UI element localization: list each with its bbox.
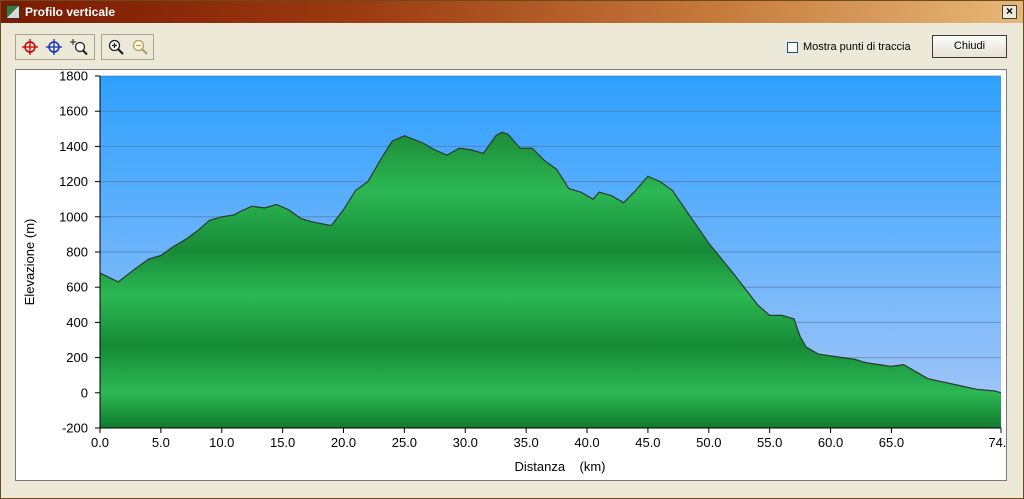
blue-crosshair-button[interactable] — [43, 37, 65, 57]
y-tick-label: 400 — [66, 315, 88, 330]
pointer-tool-group — [15, 34, 95, 60]
elevation-area — [100, 132, 1001, 429]
app-icon — [6, 5, 20, 19]
red-crosshair-icon — [22, 39, 38, 55]
x-tick-label: 10.0 — [209, 435, 234, 450]
x-tick-label: 74.0 — [988, 435, 1006, 450]
red-crosshair-button[interactable] — [19, 37, 41, 57]
zoom-select-button[interactable] — [68, 37, 90, 57]
show-track-points-option[interactable]: Mostra punti di traccia — [787, 41, 911, 53]
x-tick-label: 0.0 — [91, 435, 109, 450]
zoom-in-icon — [108, 39, 124, 55]
zoom-out-button[interactable] — [129, 37, 151, 57]
x-tick-label: 5.0 — [152, 435, 170, 450]
y-tick-label: 800 — [66, 245, 88, 260]
y-tick-label: 200 — [66, 350, 88, 365]
x-tick-label: 15.0 — [270, 435, 295, 450]
y-tick-label: 1800 — [59, 70, 88, 84]
x-tick-label: 55.0 — [757, 435, 782, 450]
y-tick-label: 1000 — [59, 209, 88, 224]
close-button[interactable]: Chiudi — [932, 35, 1007, 58]
window-title: Profilo verticale — [25, 5, 116, 19]
y-tick-label: 1400 — [59, 139, 88, 154]
zoom-out-icon — [132, 39, 148, 55]
x-tick-label: 25.0 — [392, 435, 417, 450]
x-tick-label: 50.0 — [696, 435, 721, 450]
show-track-points-label: Mostra punti di traccia — [803, 41, 911, 53]
zoom-tool-group — [101, 34, 154, 60]
zoom-select-icon — [70, 39, 88, 56]
plot-frame: 1800 1600 1400 1200 1000 800 600 400 200 0 -200 0.… — [15, 69, 1014, 481]
x-tick-label: 65.0 — [879, 435, 904, 450]
y-axis-label: Elevazione (m) — [22, 219, 37, 306]
y-tick-label: 0 — [81, 385, 88, 400]
show-track-points-checkbox[interactable] — [787, 41, 798, 53]
x-tick-label: 45.0 — [635, 435, 660, 450]
x-axis-ticks: 0.0 5.0 10.0 15.0 20.0 25.0 30.0 35.0 40.0 45.0 50… — [91, 428, 1014, 450]
x-tick-label: 35.0 — [513, 435, 538, 450]
close-window-button[interactable]: × — [1002, 5, 1017, 19]
title-bar[interactable]: Profilo verticale × — [1, 1, 1023, 23]
y-axis-ticks: 1800 1600 1400 1200 1000 800 600 400 200 0 -200 — [59, 69, 100, 436]
y-tick-label: 600 — [66, 280, 88, 295]
x-axis-label: Distanza (km) — [514, 459, 605, 474]
blue-crosshair-icon — [46, 39, 62, 55]
elevation-line — [99, 131, 1002, 394]
elevation-profile-chart[interactable]: 1800 1600 1400 1200 1000 800 600 400 200 0 -200 0.… — [16, 69, 1014, 480]
y-tick-label: 1600 — [59, 104, 88, 119]
x-tick-label: 60.0 — [818, 435, 843, 450]
zoom-in-button[interactable] — [105, 37, 127, 57]
x-tick-label: 30.0 — [453, 435, 478, 450]
y-tick-label: 1200 — [59, 174, 88, 189]
x-tick-label: 40.0 — [574, 435, 599, 450]
y-tick-label: -200 — [62, 421, 88, 436]
x-tick-label: 20.0 — [331, 435, 356, 450]
